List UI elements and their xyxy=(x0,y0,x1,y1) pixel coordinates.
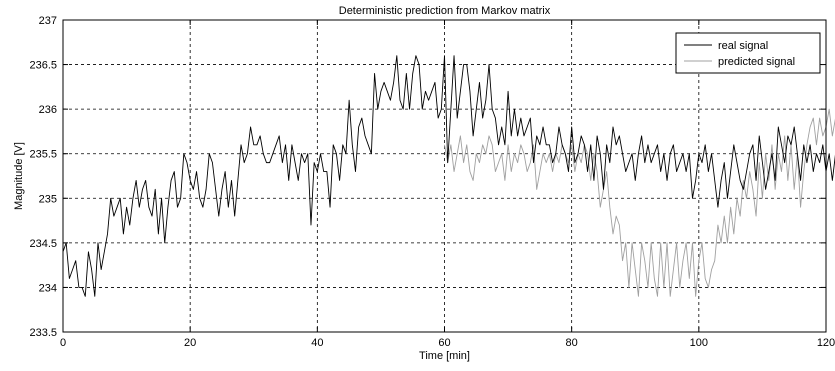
x-axis-label: Time [min] xyxy=(419,350,470,362)
y-tick-label: 237 xyxy=(39,15,57,27)
y-tick-label: 236 xyxy=(39,104,57,116)
y-tick-label: 235.5 xyxy=(29,149,57,161)
y-tick-label: 235 xyxy=(39,193,57,205)
y-tick-label: 233.5 xyxy=(29,327,57,339)
legend-label-predicted-signal: predicted signal xyxy=(718,56,795,68)
x-tick-label: 20 xyxy=(184,337,196,349)
x-tick-label: 100 xyxy=(690,337,708,349)
series-line-real-signal xyxy=(63,56,835,297)
y-tick-label: 234 xyxy=(39,282,57,294)
x-tick-label: 120 xyxy=(817,337,835,349)
legend-label-real-signal: real signal xyxy=(718,40,768,52)
x-tick-label: 40 xyxy=(311,337,323,349)
chart-title: Deterministic prediction from Markov mat… xyxy=(339,5,551,17)
y-tick-label: 236.5 xyxy=(29,60,57,72)
series-lines xyxy=(63,56,835,297)
legend: real signal predicted signal xyxy=(676,33,820,73)
x-tick-label: 0 xyxy=(60,337,66,349)
x-tick-label: 80 xyxy=(566,337,578,349)
y-axis-label: Magnitude [V] xyxy=(13,142,25,210)
y-tick-label: 234.5 xyxy=(29,238,57,250)
x-tick-label: 60 xyxy=(438,337,450,349)
